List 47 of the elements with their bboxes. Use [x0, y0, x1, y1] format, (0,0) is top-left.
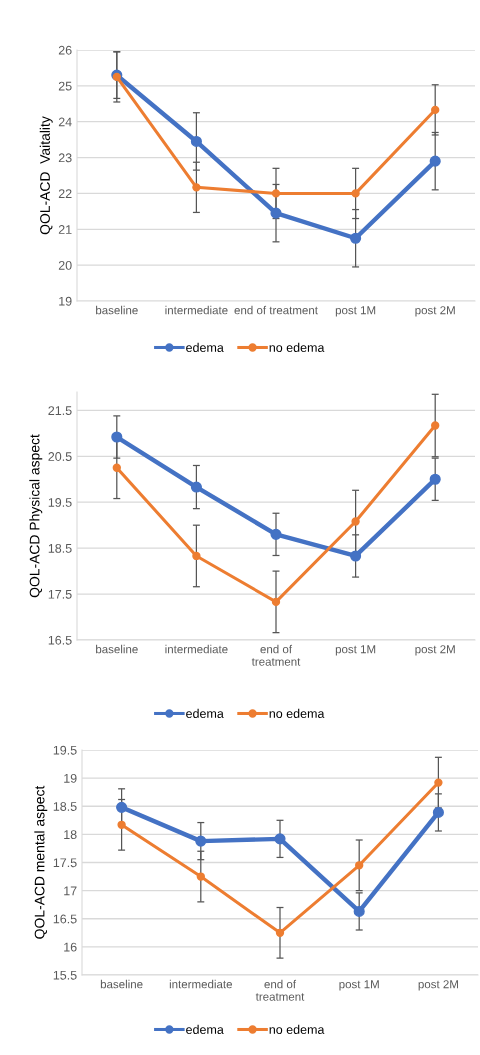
y-tick-label: 19.5	[48, 498, 72, 507]
y-tick-label: 19	[64, 773, 77, 783]
x-tick-label: post 1M	[335, 645, 376, 656]
y-tick-label: 26	[58, 45, 72, 55]
y-tick-label: 20	[58, 260, 72, 270]
x-tick-label: baseline	[100, 979, 143, 989]
y-tick-label: 17.5	[48, 590, 72, 599]
x-tick-label: end of treatment	[251, 644, 301, 666]
y-tick-label: 15.5	[53, 970, 77, 980]
y-tick-label: 21	[58, 225, 72, 234]
y-axis-title: QOL-ACD mental aspect	[34, 785, 48, 939]
y-axis-title: QOL-ACD Physical aspect	[29, 434, 43, 598]
x-tick-label: intermediate	[169, 979, 233, 989]
x-tick-label: post 1M	[339, 980, 379, 991]
x-tick-label: baseline	[96, 305, 138, 315]
x-tick-label: post 2M	[415, 306, 455, 317]
y-tick-label: 22	[58, 189, 72, 198]
legend-label: no edema	[269, 708, 325, 718]
x-tick-label: post 1M	[335, 306, 376, 317]
x-tick-label: post 2M	[415, 645, 455, 656]
y-tick-label: 24	[58, 117, 72, 127]
y-tick-label: 16.5	[53, 914, 77, 924]
legend-label: no edema	[269, 1024, 325, 1034]
x-tick-label: end of treatment	[234, 305, 318, 315]
y-tick-label: 16.5	[48, 635, 72, 645]
y-tick-label: 18	[64, 830, 77, 840]
legend-label: edema	[186, 1024, 224, 1034]
y-tick-label: 18.5	[53, 802, 77, 811]
y-tick-label: 17.5	[53, 858, 77, 868]
y-tick-label: 20.5	[48, 452, 72, 461]
y-tick-label: 19.5	[53, 745, 77, 755]
x-tick-label: baseline	[96, 644, 138, 654]
legend-label: no edema	[269, 342, 325, 352]
y-tick-label: 19	[59, 296, 72, 306]
y-tick-label: 16	[64, 942, 77, 952]
legend-label: edema	[186, 708, 224, 718]
x-tick-label: end of treatment	[255, 979, 305, 1001]
y-tick-label: 21.5	[48, 406, 72, 416]
y-tick-label: 23	[58, 153, 72, 163]
x-tick-label: intermediate	[165, 305, 228, 315]
y-tick-label: 17	[64, 886, 77, 896]
legend-label: edema	[186, 342, 224, 352]
y-tick-label: 18.5	[48, 543, 72, 553]
x-tick-label: intermediate	[165, 644, 228, 654]
y-tick-label: 25	[58, 81, 72, 91]
y-axis-title: QOL-ACD Vaitality	[39, 116, 53, 235]
x-tick-label: post 2M	[418, 980, 458, 991]
